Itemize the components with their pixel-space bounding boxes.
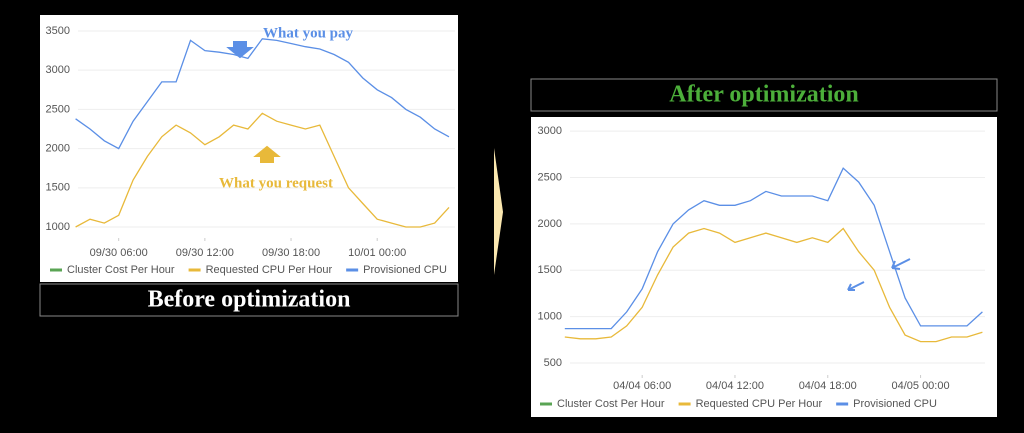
chart-title: After optimization [669, 82, 859, 108]
y-tick-label: 1500 [46, 182, 70, 194]
y-tick-label: 1000 [46, 221, 70, 233]
y-tick-label: 3000 [46, 64, 70, 76]
y-tick-label: 3500 [46, 25, 70, 37]
legend-label: Requested CPU Per Hour [696, 398, 823, 410]
y-tick-label: 2000 [46, 143, 70, 155]
legend-label: Provisioned CPU [363, 264, 447, 276]
annotation: What you pay [263, 25, 354, 41]
chart-title: Before optimization [148, 287, 351, 313]
y-tick-label: 500 [544, 357, 562, 369]
chart-panel [531, 117, 997, 417]
x-tick-label: 04/04 18:00 [799, 380, 857, 392]
series-line [75, 112, 450, 228]
y-tick-label: 2500 [46, 103, 70, 115]
y-tick-label: 1000 [538, 310, 562, 322]
x-tick-label: 10/01 00:00 [348, 247, 406, 259]
x-tick-label: 09/30 06:00 [90, 247, 148, 259]
y-tick-label: 1500 [538, 264, 562, 276]
x-tick-label: 04/04 12:00 [706, 380, 764, 392]
y-tick-label: 2500 [538, 171, 562, 183]
legend-label: Cluster Cost Per Hour [67, 264, 175, 276]
title-box [530, 78, 998, 112]
transition-arrow [494, 148, 503, 275]
annotation-arrow [226, 41, 254, 59]
series-line [564, 167, 983, 330]
series-line [564, 227, 983, 343]
legend-label: Provisioned CPU [853, 398, 937, 410]
y-tick-label: 3000 [538, 125, 562, 137]
title-box [39, 283, 459, 317]
annotation-arrow [891, 258, 911, 270]
legend-label: Cluster Cost Per Hour [557, 398, 665, 410]
series-line [75, 38, 450, 150]
y-tick-label: 2000 [538, 218, 562, 230]
annotation: What you request [219, 175, 333, 191]
x-tick-label: 04/04 06:00 [613, 380, 671, 392]
annotation-arrow [847, 281, 865, 291]
x-tick-label: 09/30 12:00 [176, 247, 234, 259]
x-tick-label: 04/05 00:00 [891, 380, 949, 392]
annotation-arrow [253, 145, 281, 163]
legend-label: Requested CPU Per Hour [206, 264, 333, 276]
x-tick-label: 09/30 18:00 [262, 247, 320, 259]
